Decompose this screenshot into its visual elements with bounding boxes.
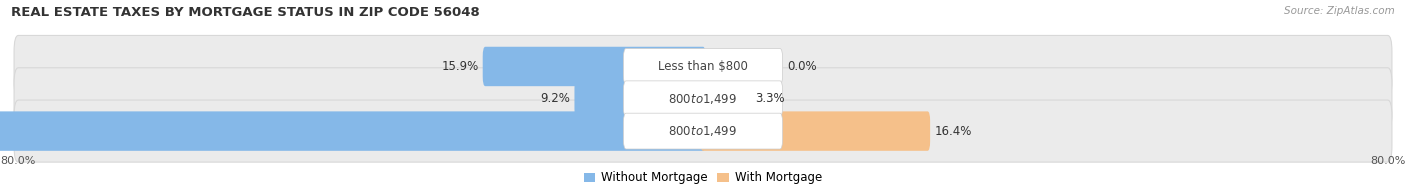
Text: 15.9%: 15.9% <box>441 60 478 73</box>
FancyBboxPatch shape <box>14 100 1392 162</box>
Text: REAL ESTATE TAXES BY MORTGAGE STATUS IN ZIP CODE 56048: REAL ESTATE TAXES BY MORTGAGE STATUS IN … <box>11 6 479 19</box>
Text: $800 to $1,499: $800 to $1,499 <box>668 124 738 138</box>
Text: Source: ZipAtlas.com: Source: ZipAtlas.com <box>1284 6 1395 16</box>
FancyBboxPatch shape <box>14 68 1392 130</box>
Text: Less than $800: Less than $800 <box>658 60 748 73</box>
Text: $800 to $1,499: $800 to $1,499 <box>668 92 738 106</box>
FancyBboxPatch shape <box>0 111 706 151</box>
FancyBboxPatch shape <box>700 79 751 119</box>
Legend: Without Mortgage, With Mortgage: Without Mortgage, With Mortgage <box>579 167 827 189</box>
FancyBboxPatch shape <box>575 79 706 119</box>
FancyBboxPatch shape <box>700 111 931 151</box>
FancyBboxPatch shape <box>623 49 783 84</box>
FancyBboxPatch shape <box>14 35 1392 98</box>
Text: 9.2%: 9.2% <box>540 92 571 105</box>
Text: 0.0%: 0.0% <box>787 60 817 73</box>
Text: 3.3%: 3.3% <box>755 92 785 105</box>
FancyBboxPatch shape <box>623 113 783 149</box>
FancyBboxPatch shape <box>482 47 706 86</box>
FancyBboxPatch shape <box>623 81 783 117</box>
Text: 16.4%: 16.4% <box>935 125 972 138</box>
